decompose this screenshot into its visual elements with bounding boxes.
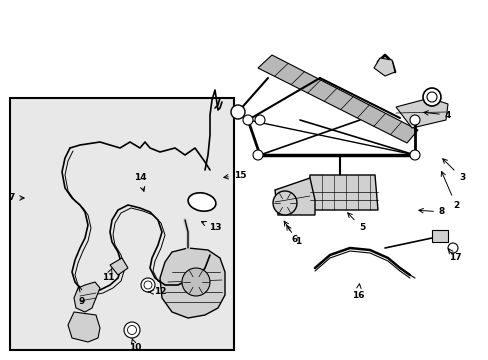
Polygon shape (274, 178, 314, 215)
Text: 10: 10 (128, 338, 141, 352)
Text: 2: 2 (440, 172, 458, 210)
Text: 5: 5 (347, 213, 365, 233)
Circle shape (422, 88, 440, 106)
Polygon shape (258, 55, 417, 143)
Bar (10, 98, 234, 350)
Text: 3: 3 (442, 159, 464, 183)
Text: 1: 1 (284, 221, 301, 247)
Circle shape (272, 191, 296, 215)
Text: 17: 17 (447, 248, 460, 262)
Circle shape (409, 150, 419, 160)
Polygon shape (110, 258, 128, 275)
Circle shape (254, 115, 264, 125)
Circle shape (447, 243, 457, 253)
Polygon shape (395, 98, 447, 128)
Circle shape (143, 281, 152, 289)
Text: 7: 7 (9, 194, 24, 202)
Text: 8: 8 (418, 207, 444, 216)
Text: 16: 16 (351, 284, 364, 300)
Text: 9: 9 (77, 286, 85, 306)
Text: 14: 14 (133, 174, 146, 191)
Circle shape (127, 325, 136, 334)
Circle shape (409, 115, 419, 125)
Circle shape (124, 322, 140, 338)
Text: 12: 12 (148, 288, 166, 297)
Circle shape (243, 115, 252, 125)
Text: 13: 13 (201, 221, 221, 233)
Circle shape (426, 92, 436, 102)
Text: 4: 4 (423, 111, 450, 120)
Circle shape (141, 278, 155, 292)
Text: 15: 15 (224, 171, 246, 180)
Circle shape (230, 105, 244, 119)
Polygon shape (306, 175, 377, 210)
Polygon shape (68, 312, 100, 342)
Polygon shape (373, 58, 394, 76)
Polygon shape (160, 248, 224, 318)
Circle shape (252, 150, 263, 160)
Text: 6: 6 (286, 225, 298, 244)
Polygon shape (74, 282, 100, 312)
Text: 11: 11 (102, 268, 114, 283)
Ellipse shape (188, 193, 215, 211)
Bar (431, 230, 447, 242)
Circle shape (182, 268, 209, 296)
